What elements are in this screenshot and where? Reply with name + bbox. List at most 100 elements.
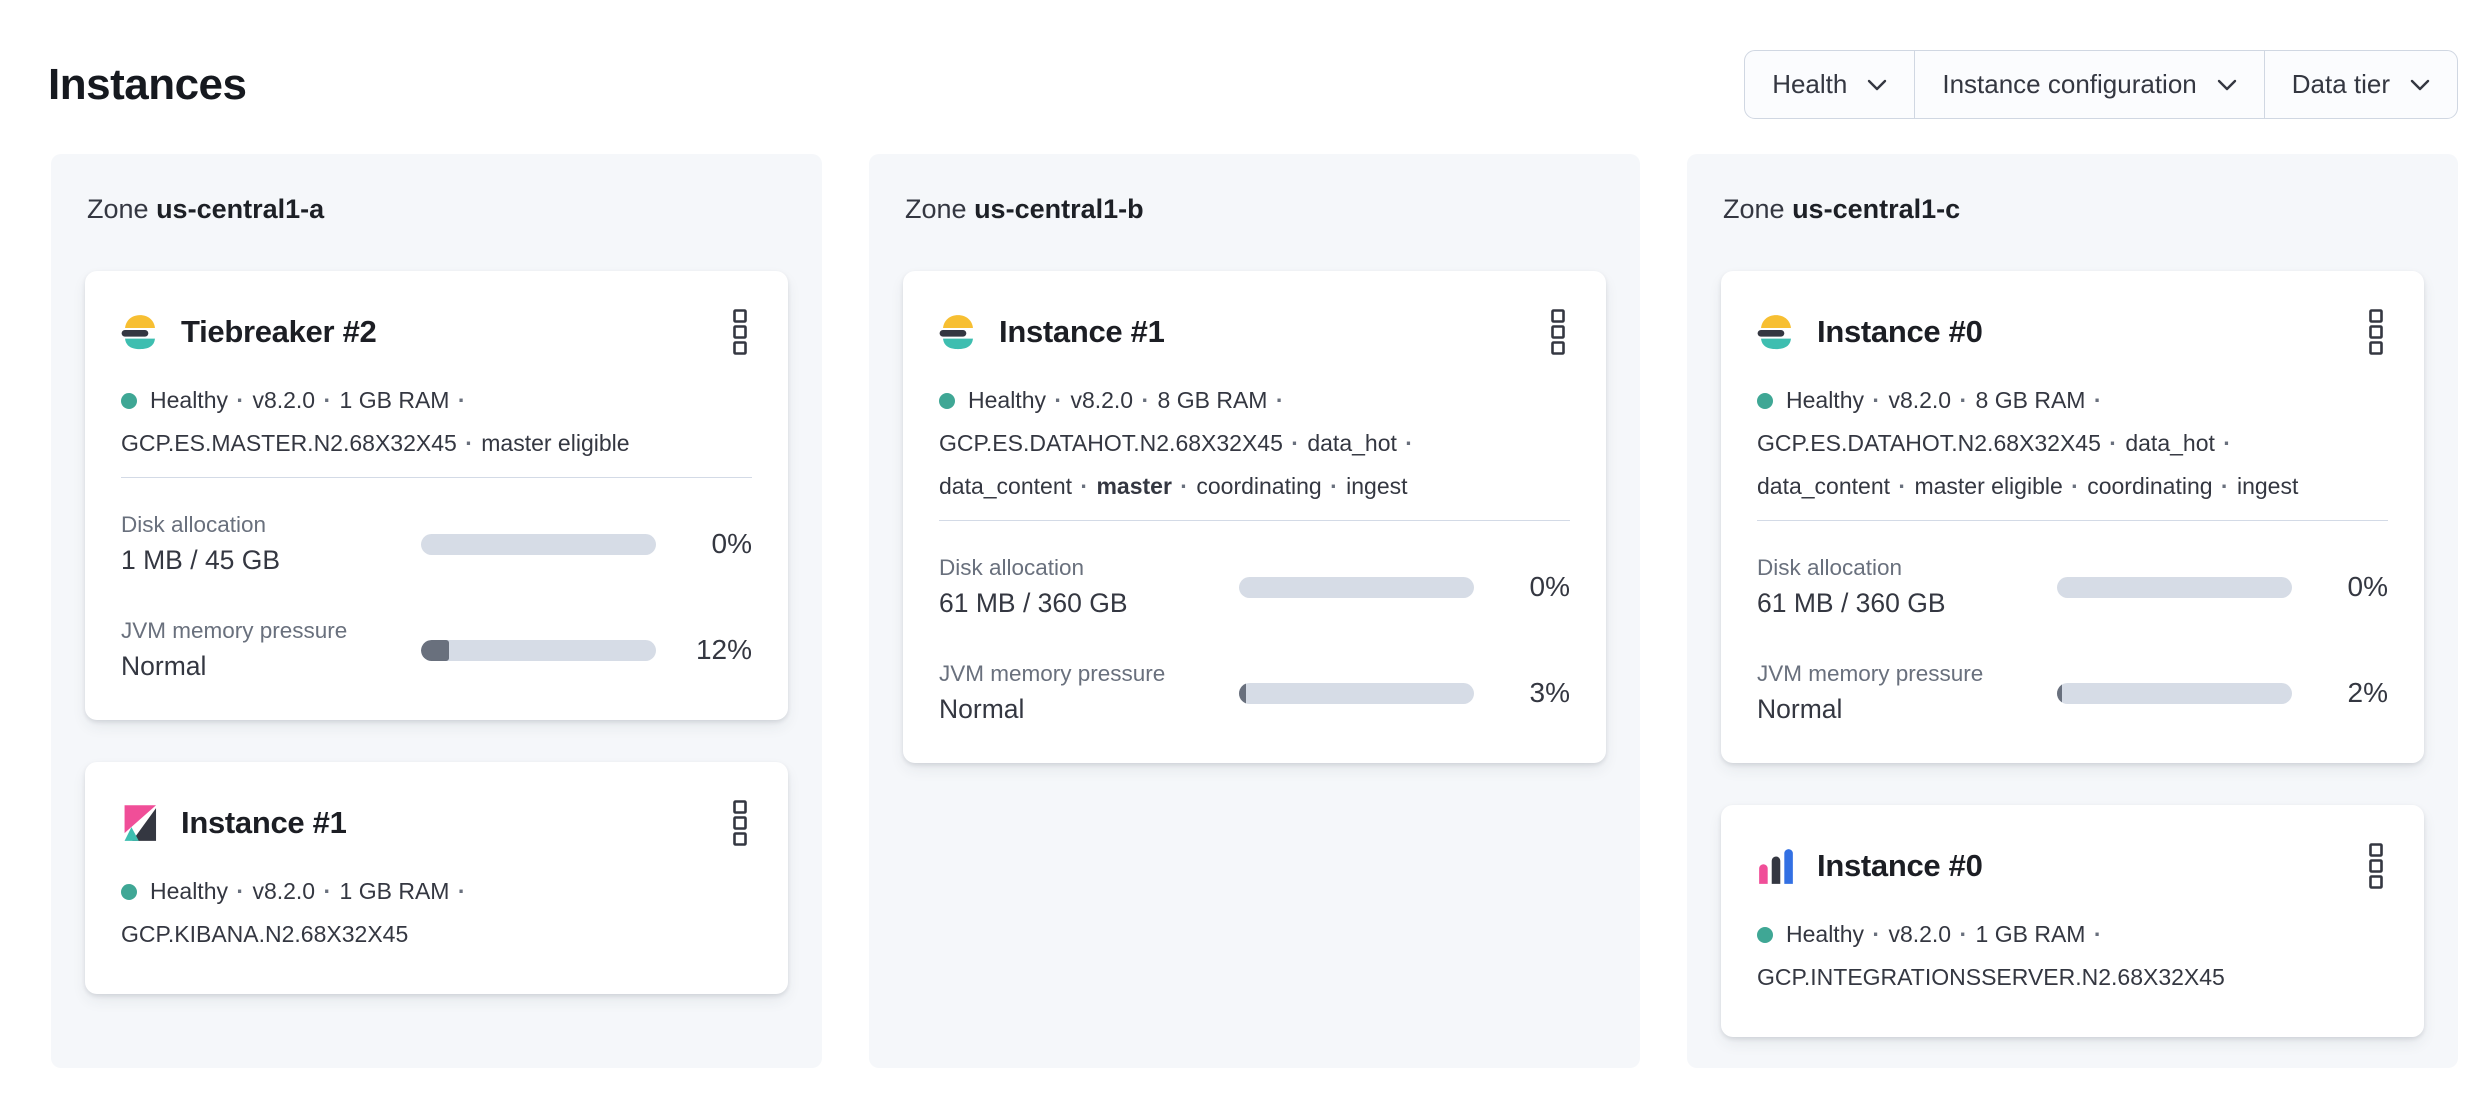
instance-menu-button[interactable] [2358,839,2394,893]
boxes-vertical-icon [733,800,747,846]
dot-separator: · [1330,473,1338,499]
instance-card-kibana-1: Instance #1 Healthy · v8.2.0 · 1 GB RAM … [85,762,788,994]
progress-bar-fill [1239,682,1247,704]
metric-label: Disk allocation [121,512,267,537]
chevron-down-icon [2410,79,2430,90]
instance-card-es-0: Instance #0 Healthy · v8.2.0 · 8 GB RAM … [1721,271,2424,763]
progress-bar [1239,682,1474,704]
instance-menu-button[interactable] [1540,305,1576,359]
progress-bar [421,639,656,661]
instance-menu-button[interactable] [722,305,758,359]
dot-separator: · [1141,387,1150,413]
disk-allocation-metric: Disk allocation 1 MB / 45 GB 0% [121,512,752,576]
dot-separator: · [457,387,466,413]
dot-separator: · [236,878,245,904]
instance-card-es-1: Instance #1 Healthy · v8.2.0 · 8 GB RAM … [903,271,1606,763]
zone-name: us-central1-b [974,194,1144,224]
metric-value: Normal [1757,694,1843,724]
dot-separator: · [2220,473,2229,499]
progress-bar-fill [421,639,450,661]
healthy-status-dot [939,393,955,409]
status-role-master-eligible: master eligible [1914,473,2063,499]
page-title: Instances [48,59,247,109]
filter-label: Instance configuration [1942,69,2197,99]
filter-group: Health Instance configuration Data tier [1744,50,2458,119]
dot-separator: · [465,430,473,456]
dot-separator: · [1959,387,1968,413]
zone-name: us-central1-c [1792,194,1961,224]
disk-allocation-metric: Disk allocation 61 MB / 360 GB 0% [939,555,1570,619]
status-version: v8.2.0 [252,387,316,413]
metric-percent: 0% [2347,571,2388,602]
status-ram: 1 GB RAM [339,387,450,413]
status-ram: 8 GB RAM [1975,387,2086,413]
jvm-memory-pressure-metric: JVM memory pressure Normal 12% [121,618,752,682]
healthy-status-dot [1757,927,1773,943]
divider [939,520,1570,521]
dot-separator: · [1180,473,1188,499]
zones-row: Zone us-central1-a Tiebreaker #2 [51,154,2458,1068]
status-version: v8.2.0 [1888,921,1952,947]
dot-separator: · [1872,387,1881,413]
status-role-data-content: data_content [939,473,1073,499]
dot-separator: · [2223,430,2231,456]
status-role-master: master [1096,473,1172,499]
status-health: Healthy [150,387,228,413]
filter-health-button[interactable]: Health [1745,51,1914,118]
chevron-down-icon [2217,79,2236,90]
instance-title: Instance #0 [1817,848,1983,883]
progress-bar [2057,682,2292,704]
metric-value: 1 MB / 45 GB [121,545,281,575]
metric-percent: 0% [711,528,752,559]
progress-bar [1239,576,1474,598]
boxes-vertical-icon [2369,843,2383,889]
status-configuration: GCP.KIBANA.N2.68X32X45 [121,921,409,947]
instance-status-line: Healthy · v8.2.0 · 1 GB RAM · GCP.ES.MAS… [121,379,721,465]
zone-label: Zone us-central1-a [87,194,325,224]
status-ram: 1 GB RAM [339,878,450,904]
elasticsearch-logo-icon [1757,315,1791,350]
filter-instance-configuration-button[interactable]: Instance configuration [1914,51,2263,118]
dot-separator: · [2093,387,2102,413]
dot-separator: · [457,878,466,904]
instance-title: Instance #1 [999,314,1165,349]
jvm-memory-pressure-metric: JVM memory pressure Normal 2% [1757,661,2388,725]
boxes-vertical-icon [733,309,747,355]
dot-separator: · [1898,473,1907,499]
dot-separator: · [2093,921,2102,947]
chevron-down-icon [1868,79,1887,90]
status-role-coordinating: coordinating [2087,473,2213,499]
status-version: v8.2.0 [1888,387,1952,413]
instance-title: Instance #1 [181,805,347,840]
filter-label: Data tier [2291,69,2390,99]
metric-label: JVM memory pressure [1757,661,1984,686]
boxes-vertical-icon [2369,309,2383,355]
instance-status-line: Healthy · v8.2.0 · 8 GB RAM · GCP.ES.DAT… [939,379,1539,508]
status-configuration: GCP.ES.DATAHOT.N2.68X32X45 [1757,430,2101,456]
metric-label: JVM memory pressure [121,618,348,643]
status-configuration: GCP.ES.DATAHOT.N2.68X32X45 [939,430,1283,456]
status-health: Healthy [150,878,228,904]
zone-panel-us-central1-b: Zone us-central1-b Instance #1 [869,154,1640,1068]
filter-label: Health [1772,69,1848,99]
metric-value: 61 MB / 360 GB [939,588,1128,618]
dot-separator: · [1275,387,1284,413]
metric-percent: 2% [2347,677,2388,708]
status-health: Healthy [1786,921,1864,947]
status-role-data-content: data_content [1757,473,1891,499]
status-ram: 1 GB RAM [1975,921,2086,947]
metric-value: Normal [121,651,207,681]
divider [121,477,752,478]
dot-separator: · [323,878,332,904]
instance-menu-button[interactable] [722,796,758,850]
status-health: Healthy [968,387,1046,413]
dot-separator: · [323,387,332,413]
jvm-memory-pressure-metric: JVM memory pressure Normal 3% [939,661,1570,725]
instance-menu-button[interactable] [2358,305,2394,359]
healthy-status-dot [121,393,137,409]
zone-name: us-central1-a [156,194,325,224]
filter-data-tier-button[interactable]: Data tier [2263,51,2457,118]
metric-percent: 12% [695,634,752,665]
metric-percent: 0% [1529,571,1570,602]
divider [1757,520,2388,521]
